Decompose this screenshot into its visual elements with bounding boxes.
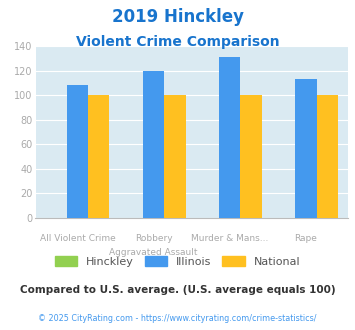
Bar xyxy=(67,85,88,218)
Text: Aggravated Assault: Aggravated Assault xyxy=(109,248,198,257)
Bar xyxy=(143,71,164,218)
Bar xyxy=(317,95,338,218)
Bar xyxy=(219,57,240,218)
Text: © 2025 CityRating.com - https://www.cityrating.com/crime-statistics/: © 2025 CityRating.com - https://www.city… xyxy=(38,314,317,323)
Text: Violent Crime Comparison: Violent Crime Comparison xyxy=(76,35,279,49)
Bar xyxy=(164,95,186,218)
Text: Murder & Mans...: Murder & Mans... xyxy=(191,235,268,244)
Text: 2019 Hinckley: 2019 Hinckley xyxy=(111,8,244,26)
Legend: Hinckley, Illinois, National: Hinckley, Illinois, National xyxy=(50,251,305,271)
Bar xyxy=(88,95,109,218)
Text: All Violent Crime: All Violent Crime xyxy=(39,235,115,244)
Bar xyxy=(240,95,262,218)
Text: Compared to U.S. average. (U.S. average equals 100): Compared to U.S. average. (U.S. average … xyxy=(20,285,335,295)
Text: Robbery: Robbery xyxy=(135,235,173,244)
Text: Rape: Rape xyxy=(295,235,317,244)
Bar xyxy=(295,79,317,218)
